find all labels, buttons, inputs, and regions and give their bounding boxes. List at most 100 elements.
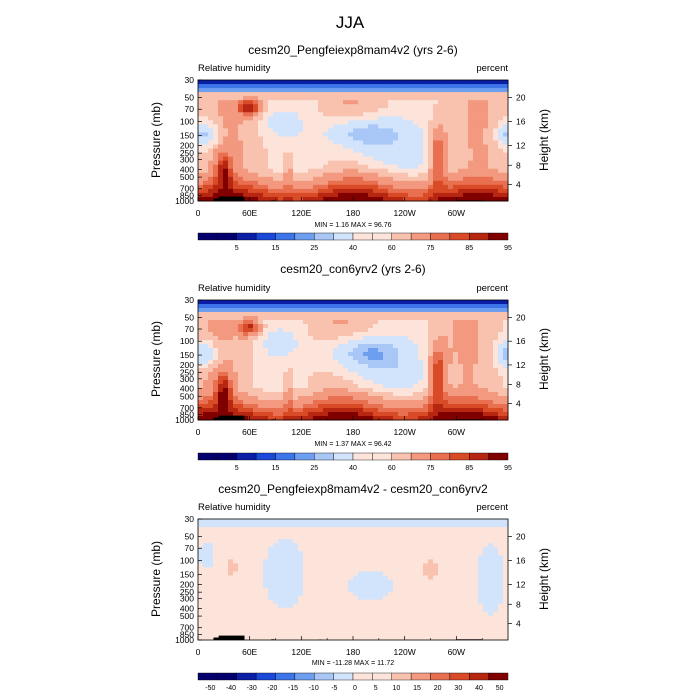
contour-cell bbox=[218, 344, 224, 349]
contour-cell bbox=[343, 120, 349, 125]
contour-cell bbox=[223, 184, 229, 190]
contour-cell bbox=[318, 80, 324, 85]
contour-cell bbox=[233, 344, 239, 349]
contour-cell bbox=[278, 80, 284, 85]
contour-cell bbox=[203, 551, 209, 556]
contour-cell bbox=[378, 555, 384, 560]
contour-cell bbox=[403, 348, 409, 353]
contour-cell bbox=[368, 400, 374, 405]
contour-cell bbox=[323, 116, 329, 121]
contour-cell bbox=[338, 416, 344, 421]
contour-cell bbox=[413, 120, 419, 125]
contour-cell bbox=[288, 404, 294, 409]
contour-cell bbox=[268, 160, 274, 166]
contour-cell bbox=[213, 400, 219, 405]
contour-cell bbox=[468, 412, 474, 417]
contour-cell bbox=[288, 571, 294, 576]
contour-cell bbox=[358, 523, 364, 528]
contour-cell bbox=[208, 96, 214, 101]
contour-cell bbox=[388, 112, 394, 117]
contour-cell bbox=[343, 384, 349, 389]
contour-cell bbox=[408, 300, 414, 305]
contour-cell bbox=[278, 539, 284, 544]
contour-cell bbox=[283, 547, 289, 552]
contour-cell bbox=[393, 408, 399, 413]
contour-cell bbox=[458, 168, 464, 174]
contour-cell bbox=[273, 124, 279, 129]
contour-cell bbox=[363, 192, 369, 198]
contour-cell bbox=[453, 412, 459, 417]
contour-cell bbox=[413, 523, 419, 528]
contour-cell bbox=[323, 120, 329, 125]
contour-cell bbox=[413, 104, 419, 109]
contour-cell bbox=[373, 144, 379, 150]
contour-cell bbox=[313, 571, 319, 576]
contour-cell bbox=[388, 196, 394, 202]
contour-cell bbox=[288, 120, 294, 125]
contour-cell bbox=[288, 104, 294, 109]
contour-cell bbox=[238, 308, 244, 313]
contour-cell bbox=[478, 579, 484, 585]
contour-cell bbox=[458, 567, 464, 572]
contour-cell bbox=[388, 108, 394, 113]
contour-cell bbox=[223, 579, 229, 585]
contour-cell bbox=[363, 571, 369, 576]
contour-cell bbox=[328, 352, 334, 357]
contour-cell bbox=[383, 180, 389, 186]
contour-cell bbox=[358, 116, 364, 121]
min-max-label: MIN = 1.37 MAX = 96.42 bbox=[314, 441, 391, 448]
contour-cell bbox=[208, 184, 214, 190]
contour-cell bbox=[288, 152, 294, 158]
contour-cell bbox=[223, 176, 229, 182]
contour-cell bbox=[268, 120, 274, 125]
contour-cell bbox=[403, 172, 409, 178]
contour-cell bbox=[328, 328, 334, 333]
contour-cell bbox=[208, 80, 214, 85]
contour-cell bbox=[313, 188, 319, 194]
contour-cell bbox=[238, 312, 244, 317]
contour-cell bbox=[408, 360, 414, 365]
contour-cell bbox=[268, 180, 274, 186]
contour-cell bbox=[363, 148, 369, 154]
contour-cell bbox=[468, 523, 474, 528]
contour-cell bbox=[318, 583, 324, 589]
contour-cell bbox=[388, 571, 394, 576]
contour-cell bbox=[223, 80, 229, 85]
contour-cell bbox=[348, 396, 354, 401]
contour-cell bbox=[223, 388, 229, 393]
contour-cell bbox=[498, 184, 504, 190]
contour-cell bbox=[328, 168, 334, 174]
contour-cell bbox=[393, 571, 399, 576]
contour-cell bbox=[428, 192, 434, 198]
contour-cell bbox=[288, 300, 294, 305]
contour-cell bbox=[253, 356, 259, 361]
contour-cell bbox=[328, 172, 334, 178]
contour-cell bbox=[368, 392, 374, 397]
contour-cell bbox=[223, 304, 229, 309]
contour-cell bbox=[248, 396, 254, 401]
contour-cell bbox=[323, 543, 329, 548]
contour-cell bbox=[333, 148, 339, 154]
contour-cell bbox=[318, 412, 324, 417]
contour-cell bbox=[263, 108, 269, 113]
contour-cell bbox=[398, 104, 404, 109]
contour-cell bbox=[303, 328, 309, 333]
contour-cell bbox=[493, 112, 499, 117]
contour-cell bbox=[228, 192, 234, 198]
contour-cell bbox=[278, 412, 284, 417]
contour-cell bbox=[428, 168, 434, 174]
contour-cell bbox=[408, 184, 414, 190]
contour-cell bbox=[348, 172, 354, 178]
contour-cell bbox=[473, 527, 479, 532]
contour-cell bbox=[408, 388, 414, 393]
contour-cell bbox=[348, 519, 354, 524]
contour-cell bbox=[313, 300, 319, 305]
contour-cell bbox=[338, 192, 344, 198]
contour-cell bbox=[328, 124, 334, 129]
contour-cell bbox=[443, 140, 449, 146]
colorbar-box bbox=[469, 232, 489, 241]
contour-cell bbox=[358, 575, 364, 580]
contour-cell bbox=[503, 523, 509, 528]
contour-cell bbox=[413, 531, 419, 536]
contour-cell bbox=[448, 352, 454, 357]
